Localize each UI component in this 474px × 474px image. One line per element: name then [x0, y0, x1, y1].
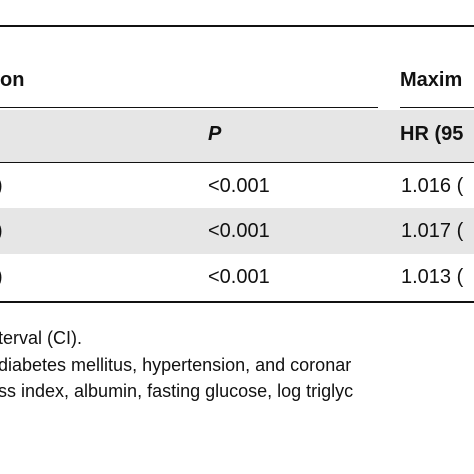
row-hr-cell: 1.017 ( — [401, 220, 464, 242]
group-rule-left — [0, 107, 378, 108]
row-left-cell: ) — [0, 176, 3, 196]
column-header-band — [0, 110, 474, 162]
row-shade-band — [0, 208, 474, 254]
row-p-cell: <0.001 — [208, 220, 270, 242]
table-bottom-rule — [0, 301, 474, 303]
row-left-cell: ) — [0, 267, 3, 287]
footnote-line: terval (CI). — [0, 328, 83, 348]
column-header-hr: HR (95 — [400, 123, 464, 145]
row-p-cell: <0.001 — [208, 175, 270, 197]
footnote-line: ss index, albumin, fasting glucose, log … — [0, 381, 354, 401]
footnote-line: diabetes mellitus, hypertension, and cor… — [0, 355, 352, 375]
group-header-right: Maxim — [400, 69, 463, 91]
row-hr-cell: 1.016 ( — [401, 175, 464, 197]
header-bottom-rule — [0, 162, 474, 163]
row-p-cell: <0.001 — [208, 266, 270, 288]
column-header-p: P — [208, 123, 222, 145]
group-rule-right — [400, 107, 474, 108]
group-header-left: on — [0, 69, 25, 91]
table-top-rule — [0, 25, 474, 27]
row-left-cell: ) — [0, 221, 3, 241]
row-hr-cell: 1.013 ( — [401, 266, 464, 288]
